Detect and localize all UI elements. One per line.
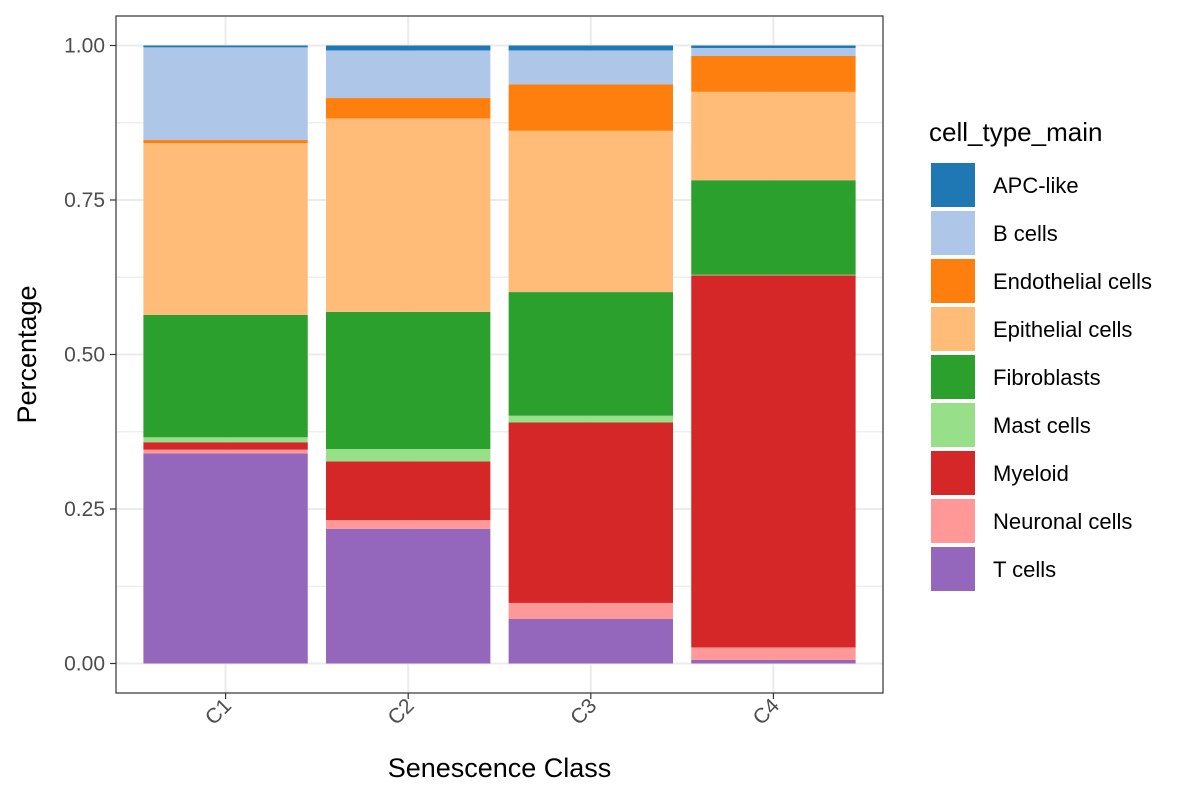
bar-segment-C1-mast-cells	[143, 437, 308, 443]
legend-label: APC-like	[993, 173, 1079, 198]
legend-key-b-cells	[931, 211, 975, 255]
bar-segment-C1-t-cells	[143, 453, 308, 664]
bar-segment-C4-t-cells	[691, 659, 856, 664]
bar-segment-C2-epithelial-cells	[326, 118, 491, 312]
bar-segment-C3-epithelial-cells	[508, 130, 673, 293]
bar-segment-C1-neuronal-cells	[143, 449, 308, 454]
x-tick-label: C3	[566, 694, 601, 729]
bar-segment-C4-b-cells	[691, 47, 856, 57]
legend-label: B cells	[993, 221, 1058, 246]
legend-key-myeloid	[931, 451, 975, 495]
bar-segment-C3-myeloid	[508, 422, 673, 603]
legend-key-apc-like	[931, 163, 975, 207]
legend-title: cell_type_main	[929, 117, 1102, 147]
legend-label: Myeloid	[993, 461, 1069, 486]
legend-label: Neuronal cells	[993, 509, 1132, 534]
bar-segment-C2-neuronal-cells	[326, 520, 491, 529]
bar-segment-C3-apc-like	[508, 45, 673, 51]
y-tick-label: 0.25	[64, 498, 105, 521]
bar-segment-C4-epithelial-cells	[691, 91, 856, 181]
bar-segment-C1-b-cells	[143, 47, 308, 141]
bar-segment-C4-apc-like	[691, 45, 856, 48]
bar-segment-C1-apc-like	[143, 45, 308, 48]
bar-segment-C4-mast-cells	[691, 274, 856, 276]
legend: cell_type_main APC-like B cells Endothelia…	[929, 117, 1152, 591]
legend-key-neuronal-cells	[931, 499, 975, 543]
bar-segment-C4-fibroblasts	[691, 180, 856, 275]
bar-segment-C2-apc-like	[326, 45, 491, 51]
bar-segment-C2-mast-cells	[326, 449, 491, 462]
legend-key-mast-cells	[931, 403, 975, 447]
bar-segment-C2-myeloid	[326, 461, 491, 521]
bar-segment-C3-mast-cells	[508, 415, 673, 423]
bar-segment-C4-endothelial-cells	[691, 56, 856, 92]
legend-label: Epithelial cells	[993, 317, 1132, 342]
legend-key-fibroblasts	[931, 355, 975, 399]
y-tick-label: 1.00	[64, 35, 105, 58]
bar-segment-C3-fibroblasts	[508, 292, 673, 416]
legend-key-t-cells	[931, 547, 975, 591]
bar-segment-C2-b-cells	[326, 50, 491, 99]
bar-segment-C1-fibroblasts	[143, 314, 308, 438]
bar-segment-C2-t-cells	[326, 528, 491, 664]
x-tick-label: C2	[383, 694, 418, 729]
bar-segment-C1-endothelial-cells	[143, 140, 308, 144]
legend-label: Fibroblasts	[993, 365, 1101, 390]
x-tick-label: C1	[201, 694, 236, 729]
bar-segment-C1-myeloid	[143, 442, 308, 450]
legend-key-epithelial-cells	[931, 307, 975, 351]
legend-label: Mast cells	[993, 413, 1091, 438]
bars-layer	[143, 45, 856, 664]
x-axis-title: Senescence Class	[388, 753, 612, 783]
legend-label: T cells	[993, 557, 1056, 582]
bar-segment-C3-t-cells	[508, 619, 673, 664]
y-tick-label: 0.00	[64, 653, 105, 676]
bar-segment-C3-b-cells	[508, 50, 673, 85]
bar-segment-C2-fibroblasts	[326, 311, 491, 450]
bar-segment-C2-endothelial-cells	[326, 98, 491, 119]
legend-label: Endothelial cells	[993, 269, 1152, 294]
y-axis-title: Percentage	[12, 285, 42, 423]
bar-segment-C3-endothelial-cells	[508, 84, 673, 131]
y-tick-label: 0.75	[64, 189, 105, 212]
x-tick-label: C4	[749, 694, 784, 729]
bar-segment-C4-neuronal-cells	[691, 647, 856, 660]
bar-segment-C4-myeloid	[691, 275, 856, 648]
bar-segment-C3-neuronal-cells	[508, 602, 673, 620]
bar-segment-C1-epithelial-cells	[143, 143, 308, 315]
y-tick-label: 0.50	[64, 344, 105, 367]
legend-key-endothelial-cells	[931, 259, 975, 303]
